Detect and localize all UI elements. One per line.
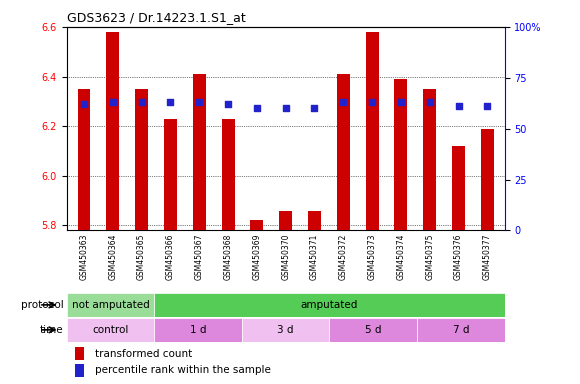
Point — [368, 99, 377, 105]
Bar — [394, 79, 407, 230]
Text: time: time — [40, 325, 64, 335]
Point — [339, 99, 348, 105]
Bar — [279, 210, 292, 230]
Text: protocol: protocol — [21, 300, 64, 310]
Point — [310, 105, 319, 111]
Bar — [193, 74, 206, 230]
Bar — [164, 119, 177, 230]
Point — [223, 101, 233, 107]
Point — [483, 103, 492, 109]
Bar — [365, 32, 379, 230]
Bar — [67, 293, 154, 317]
Text: 3 d: 3 d — [277, 325, 294, 335]
Bar — [78, 89, 90, 230]
Bar — [242, 318, 329, 342]
Bar — [154, 293, 505, 317]
Bar — [337, 74, 350, 230]
Text: control: control — [92, 325, 129, 335]
Point — [281, 105, 291, 111]
Bar — [135, 89, 148, 230]
Bar — [251, 220, 263, 230]
Text: 5 d: 5 d — [365, 325, 382, 335]
Text: 1 d: 1 d — [190, 325, 206, 335]
Bar — [67, 318, 154, 342]
Bar — [154, 318, 242, 342]
Point — [137, 99, 146, 105]
Bar — [222, 119, 234, 230]
Bar — [75, 364, 84, 376]
Point — [79, 101, 89, 107]
Bar — [106, 32, 119, 230]
Point — [425, 99, 434, 105]
Text: percentile rank within the sample: percentile rank within the sample — [95, 365, 271, 375]
Text: 7 d: 7 d — [452, 325, 469, 335]
Bar — [75, 347, 84, 360]
Bar — [481, 129, 494, 230]
Point — [396, 99, 405, 105]
Bar — [329, 318, 417, 342]
Point — [252, 105, 262, 111]
Point — [108, 99, 117, 105]
Text: GDS3623 / Dr.14223.1.S1_at: GDS3623 / Dr.14223.1.S1_at — [67, 11, 245, 24]
Bar — [308, 210, 321, 230]
Point — [194, 99, 204, 105]
Text: amputated: amputated — [301, 300, 358, 310]
Text: transformed count: transformed count — [95, 349, 193, 359]
Bar — [423, 89, 436, 230]
Bar — [452, 146, 465, 230]
Point — [454, 103, 463, 109]
Bar — [417, 318, 505, 342]
Point — [166, 99, 175, 105]
Text: not amputated: not amputated — [71, 300, 150, 310]
